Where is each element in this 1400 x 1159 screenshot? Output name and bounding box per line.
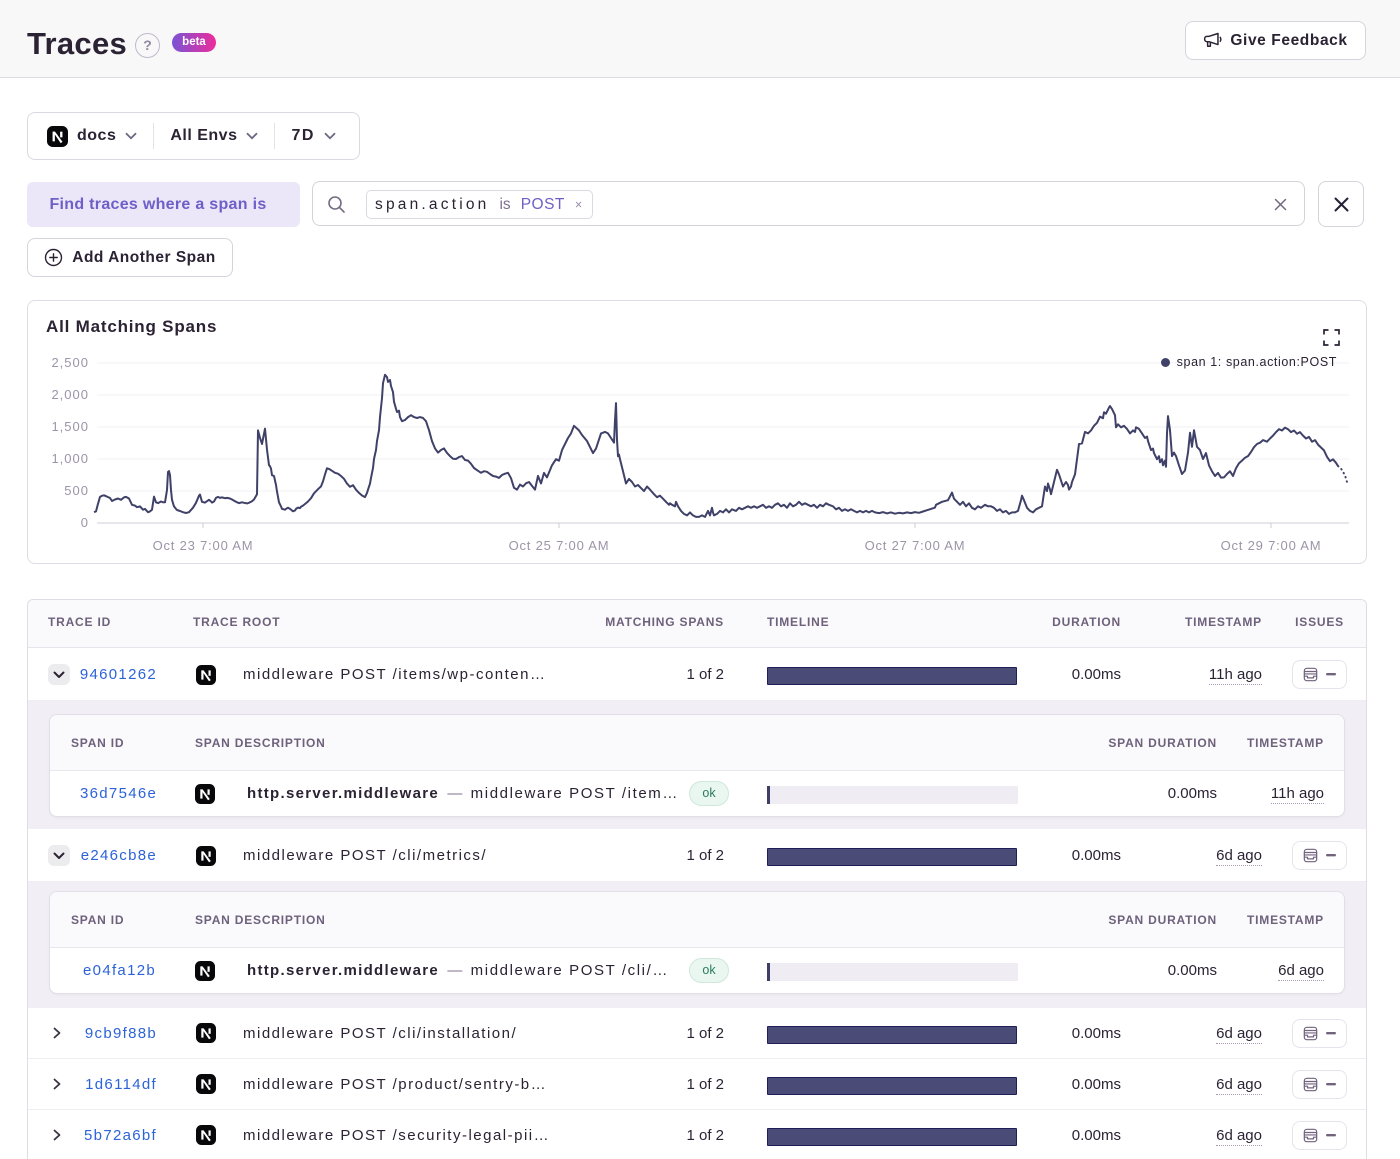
svg-text:2,500: 2,500 xyxy=(51,355,89,370)
svg-text:500: 500 xyxy=(64,483,89,498)
svg-text:Oct 27 7:00 AM: Oct 27 7:00 AM xyxy=(865,538,966,553)
svg-text:Oct 29 7:00 AM: Oct 29 7:00 AM xyxy=(1221,538,1322,553)
svg-text:Oct 25 7:00 AM: Oct 25 7:00 AM xyxy=(509,538,610,553)
svg-text:1,500: 1,500 xyxy=(51,419,89,434)
svg-text:1,000: 1,000 xyxy=(51,451,89,466)
svg-text:0: 0 xyxy=(81,515,89,530)
svg-text:2,000: 2,000 xyxy=(51,387,89,402)
svg-text:Oct 23 7:00 AM: Oct 23 7:00 AM xyxy=(153,538,254,553)
